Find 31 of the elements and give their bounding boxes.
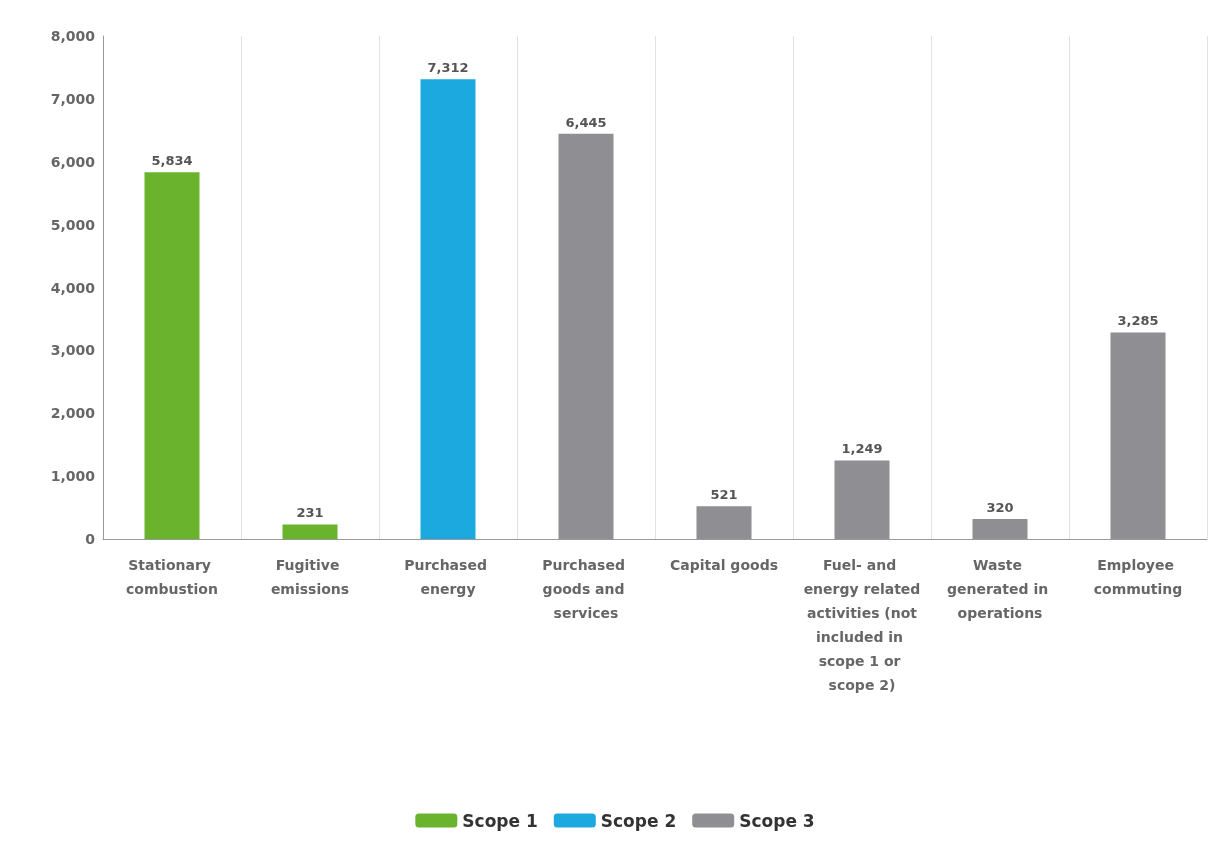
data-label: 6,445	[565, 114, 607, 130]
legend-label: Scope 3	[739, 810, 815, 831]
data-label: 1,249	[841, 441, 883, 457]
y-tick-label: 3,000	[50, 342, 96, 359]
x-tick-label: Stationary combustion	[126, 557, 218, 597]
y-tick-label: 5,000	[50, 216, 96, 233]
x-tick-label: Employee commuting	[1093, 557, 1183, 597]
x-tick-label: Fuel- and energy related activities (not included in scope 1 or scope 2)	[802, 557, 922, 693]
x-tick-label: Capital goods	[670, 557, 778, 573]
data-label: 5,834	[151, 153, 193, 169]
y-tick-label: 8,000	[50, 28, 96, 44]
data-label: 320	[986, 499, 1014, 515]
y-tick-label: 0	[85, 531, 96, 547]
x-tick-label: Purchased energy	[404, 557, 492, 597]
legend-label: Scope 1	[462, 810, 538, 831]
y-tick-label: 2,000	[50, 405, 96, 422]
bar	[420, 79, 476, 539]
y-tick-label: 6,000	[50, 153, 96, 170]
data-label: 231	[296, 505, 324, 521]
data-label: 521	[710, 487, 738, 503]
bar	[144, 172, 200, 539]
y-tick-label: 4,000	[50, 279, 96, 296]
data-label: 3,285	[1117, 313, 1159, 329]
data-label: 7,312	[427, 60, 469, 76]
y-tick-label: 7,000	[50, 90, 96, 107]
x-tick-label: Purchased goods and services	[542, 557, 630, 621]
y-tick-label: 1,000	[50, 468, 96, 485]
legend-label: Scope 2	[600, 810, 677, 831]
x-tick-label: Waste generated in operations	[946, 557, 1054, 621]
x-tick-label: Fugitive emissions	[270, 557, 350, 597]
bar	[282, 524, 338, 539]
